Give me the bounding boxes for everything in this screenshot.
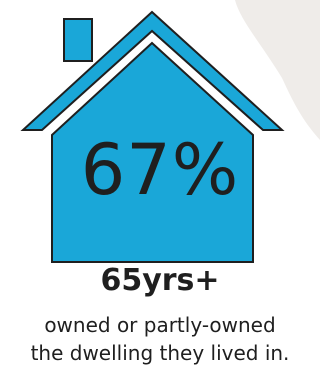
house-icon — [20, 10, 285, 263]
chimney — [63, 18, 93, 62]
age-group-label: 65yrs+ — [100, 263, 220, 298]
percent-value: 67% — [80, 129, 240, 211]
caption-line-2: the dwelling they lived in. — [30, 341, 290, 365]
house-body — [51, 41, 254, 263]
caption-line-1: owned or partly-owned — [44, 313, 276, 337]
roof-outer — [20, 10, 285, 131]
